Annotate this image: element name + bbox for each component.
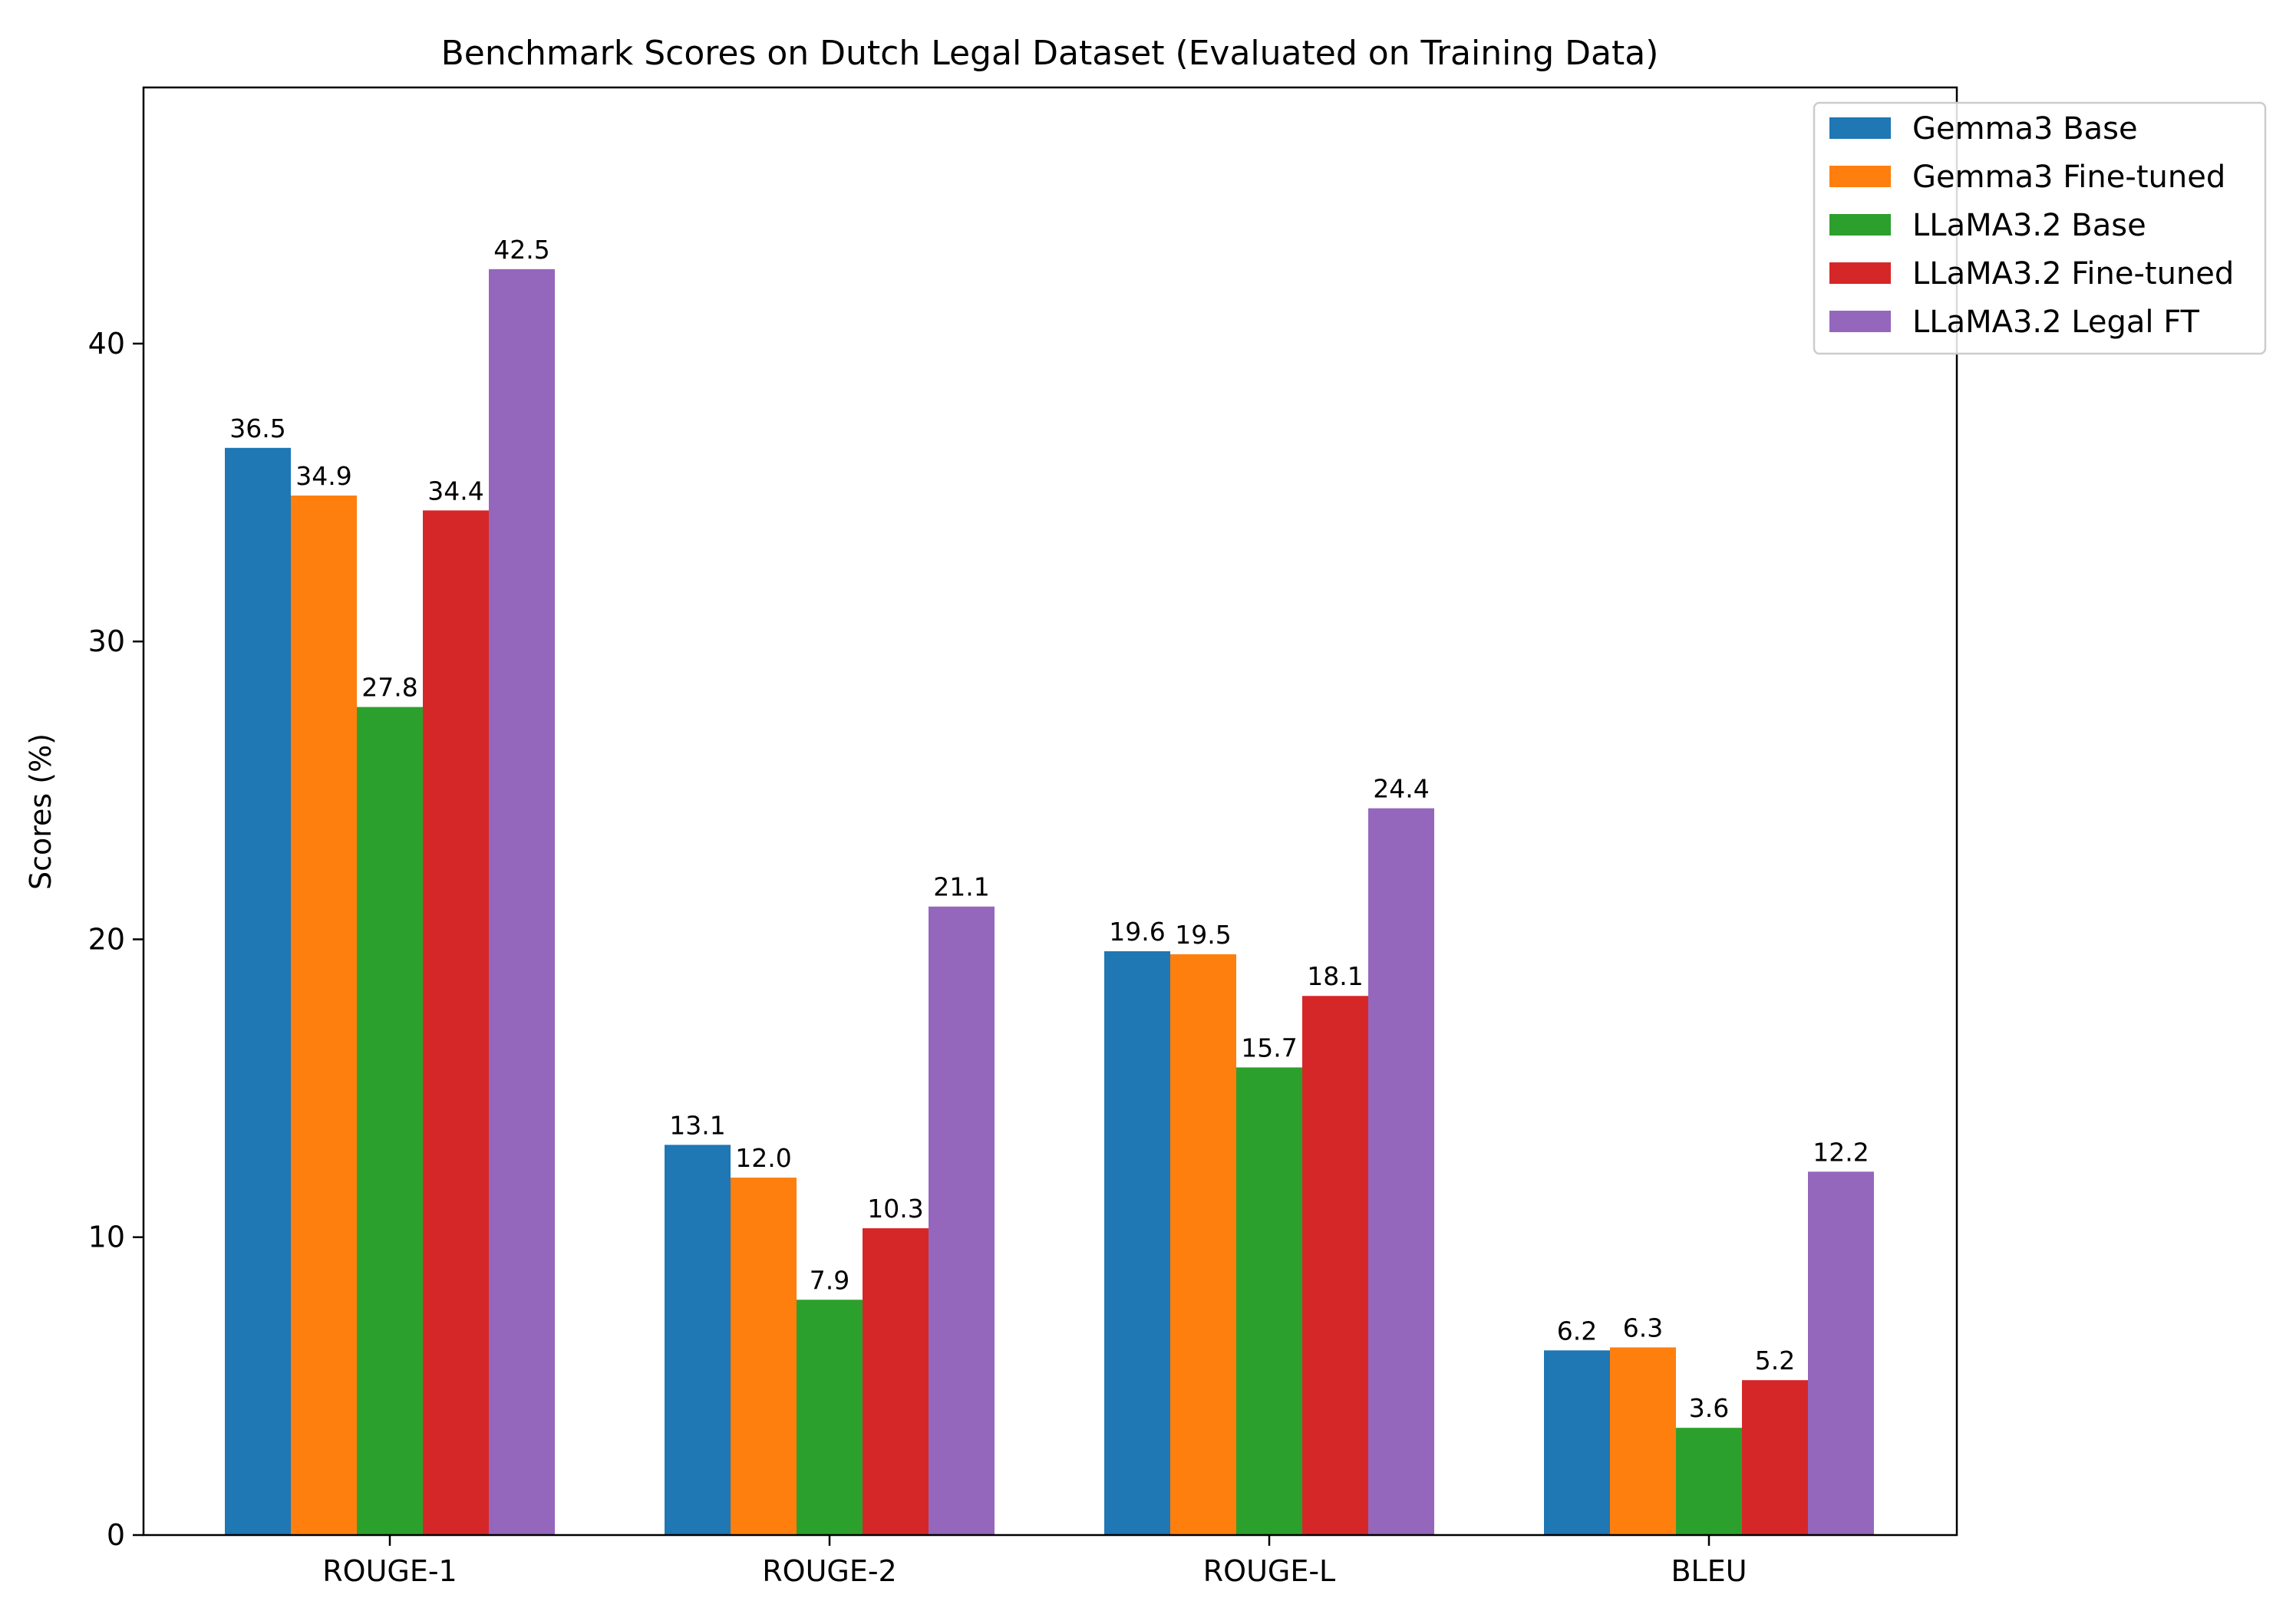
legend-entry-4: LLaMA3.2 Fine-tuned (1912, 256, 2234, 292)
legend: Gemma3 Base Gemma3 Fine-tuned LLaMA3.2 Bas… (1813, 101, 2267, 355)
bar-2-3 (1170, 954, 1236, 1535)
legend-swatch (1829, 311, 1891, 332)
y-tick-label: 0 (107, 1518, 125, 1552)
data-label-5-2: 21.1 (933, 872, 989, 902)
bar-4-1 (423, 510, 489, 1535)
bar-3-1 (357, 707, 423, 1535)
x-tick-label: ROUGE-L (1203, 1554, 1335, 1588)
bar-5-3 (1368, 808, 1434, 1535)
legend-entry-1: Gemma3 Base (1912, 111, 2138, 147)
bar-1-3 (1104, 950, 1170, 1535)
y-tick-label: 20 (88, 922, 125, 956)
x-tick-label: ROUGE-1 (322, 1554, 457, 1588)
legend-entry-5: LLaMA3.2 Legal FT (1912, 305, 2200, 340)
y-tick-label: 10 (88, 1221, 125, 1254)
value-labels-layer: 36.5 34.9 27.8 34.4 42.5 13.1 12.0 7.9 10.3 21.1 1… (229, 235, 1869, 1423)
x-axis: ROUGE-1 ROUGE-2 ROUGE-L BLEU (322, 1535, 1747, 1588)
bar-4-4 (1742, 1380, 1808, 1535)
bar-3-2 (797, 1300, 863, 1535)
bar-2-1 (291, 495, 357, 1535)
data-label-2-3: 19.5 (1175, 920, 1231, 950)
bar-4-2 (863, 1228, 929, 1535)
y-axis-label: Scores (%) (24, 733, 58, 890)
data-label-3-2: 7.9 (810, 1265, 849, 1295)
data-label-1-1: 36.5 (229, 413, 285, 443)
data-label-4-1: 34.4 (427, 476, 483, 506)
y-axis: 0 10 20 30 40 (88, 327, 144, 1552)
legend-swatch (1829, 166, 1891, 187)
data-label-5-4: 12.2 (1813, 1137, 1869, 1167)
data-label-5-3: 24.4 (1373, 774, 1429, 804)
data-label-4-3: 18.1 (1307, 961, 1363, 991)
data-label-3-1: 27.8 (361, 673, 417, 703)
data-label-4-4: 5.2 (1755, 1346, 1795, 1375)
x-tick-label: BLEU (1671, 1554, 1747, 1588)
chart-title: Benchmark Scores on Dutch Legal Dataset … (441, 34, 1659, 73)
x-tick-label: ROUGE-2 (762, 1554, 896, 1588)
y-tick-label: 40 (88, 327, 125, 361)
data-label-3-4: 3.6 (1689, 1393, 1729, 1423)
data-label-1-3: 19.6 (1109, 917, 1165, 947)
bar-2-4 (1610, 1347, 1676, 1535)
data-label-4-2: 10.3 (867, 1194, 923, 1224)
data-label-3-3: 15.7 (1241, 1033, 1297, 1062)
legend-swatch (1829, 214, 1891, 236)
bar-2-2 (731, 1178, 797, 1535)
data-label-2-1: 34.9 (295, 461, 351, 491)
y-tick-label: 30 (88, 624, 125, 658)
bar-3-3 (1236, 1067, 1302, 1535)
legend-swatch (1829, 117, 1891, 139)
legend-swatch (1829, 262, 1891, 284)
plot-frame (142, 86, 1958, 1537)
bar-1-4 (1544, 1350, 1610, 1535)
data-label-1-2: 13.1 (669, 1110, 725, 1140)
bar-1-1 (225, 447, 291, 1536)
legend-frame (1813, 101, 2267, 355)
data-label-5-1: 42.5 (493, 235, 549, 265)
legend-entry-3: LLaMA3.2 Base (1912, 208, 2146, 243)
legend-entry-2: Gemma3 Fine-tuned (1912, 160, 2225, 195)
data-label-2-4: 6.3 (1623, 1313, 1663, 1342)
bar-5-2 (929, 906, 995, 1535)
bar-5-4 (1808, 1171, 1874, 1535)
data-label-2-2: 12.0 (735, 1143, 791, 1173)
bar-5-1 (489, 268, 555, 1535)
bar-4-3 (1302, 996, 1368, 1535)
bar-1-2 (665, 1145, 731, 1535)
bars-layer (225, 268, 1874, 1536)
bar-3-4 (1676, 1428, 1742, 1535)
data-label-1-4: 6.2 (1557, 1316, 1597, 1346)
